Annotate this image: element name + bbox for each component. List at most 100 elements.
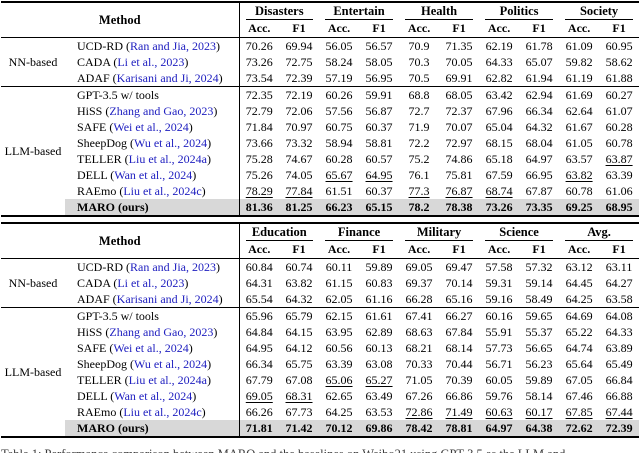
method-cell: RAEmo (Liu et al., 2024c) [65,183,240,199]
table-row: DELL (Wan et al., 2024) 69.05 68.31 62.65 63… [1,388,639,404]
citation-link[interactable]: Ran and Jia, 2023 [130,260,217,274]
citation-link[interactable]: Ran and Jia, 2023 [130,39,217,53]
value-cell: 60.11 [325,260,353,274]
citation-link[interactable]: Karisani and Ji, 2024 [116,292,219,306]
value-cell: 67.05 [565,373,593,387]
value-cell: 60.37 [365,184,393,198]
value-cell: 73.35 [519,199,560,216]
method-name: RAEmo [77,405,117,419]
value-cell: 56.23 [525,357,553,371]
citation-link[interactable]: Liu et al., 2024a [128,152,207,166]
header-row: Method Disasters Entertain Health Politics So… [1,2,639,38]
citation-link[interactable]: Wan et al., 2024 [114,389,193,403]
value-cell: 60.28 [605,120,633,134]
value-cell: 59.14 [525,276,553,290]
value-cell: 62.15 [319,307,360,324]
method-name: TELLER [77,373,122,387]
metric-column-header: F1 [279,20,320,38]
value-cell: 71.84 [245,120,273,134]
table-row: SheepDog (Wu et al., 2024) 66.34 65.75 63.3… [1,356,639,372]
value-cell: 58.14 [525,389,553,403]
citation-link[interactable]: Wu et al., 2024 [134,136,208,150]
value-cell: 67.59 [485,168,513,182]
value-cell: 66.88 [605,389,633,403]
subheader-row: Acc. F1 Acc. F1 Acc. F1 Acc. F1 Acc. F1 [1,20,640,38]
underlined-value: 72.86 [405,405,433,419]
table-row: SAFE (Wei et al., 2024) 71.84 70.97 60.75 60… [1,119,639,135]
domain-column-header: Society [559,2,639,20]
value-cell: 77.3 [399,183,439,199]
value-cell: 56.87 [365,104,393,118]
value-cell: 68.04 [525,136,553,150]
value-cell: 60.37 [365,120,393,134]
group-label: NN-based [8,276,58,290]
method-cell: CADA (Li et al., 2023) [65,54,240,70]
value-cell: 68.14 [445,341,473,355]
citation-link[interactable]: Liu et al., 2024a [128,373,207,387]
method-name: UCD-RD [77,39,124,53]
metric-column-header: Acc. [319,20,360,38]
value-cell: 64.08 [599,307,640,324]
value-cell: 65.04 [485,120,513,134]
value-cell: 61.19 [565,71,593,85]
citation-link[interactable]: Liu et al., 2024c [123,184,202,198]
underlined-value: 65.06 [325,373,353,387]
metric-column-header: Acc. [559,20,600,38]
citation-link[interactable]: Karisani and Ji, 2024 [116,71,219,85]
value-cell: 59.31 [485,276,513,290]
value-cell: 64.84 [245,325,273,339]
value-cell: 69.47 [445,260,473,274]
table-row: MARO (ours) 81.36 81.25 66.23 65.15 78.2 78.38… [1,199,640,216]
value-cell: 64.33 [485,55,513,69]
value-cell: 64.45 [565,276,593,290]
value-cell: 64.97 [479,420,520,437]
method-name: MARO (ours) [77,421,149,435]
value-cell: 60.78 [565,184,593,198]
citation-link[interactable]: Zhang and Gao, 2023 [109,325,214,339]
value-cell: 65.06 [319,372,359,388]
table-row: SAFE (Wei et al., 2024) 64.95 64.12 60.56 60… [1,340,639,356]
metric-column-header: Acc. [479,20,520,38]
domain-column-header: Education [239,223,319,241]
value-cell: 67.08 [285,373,313,387]
value-cell: 72.39 [599,420,640,437]
value-cell: 59.89 [525,373,553,387]
value-cell: 61.15 [325,276,353,290]
value-cell: 59.65 [519,307,560,324]
citation-link[interactable]: Li et al., 2023 [117,55,185,69]
value-cell: 67.85 [559,404,599,420]
value-cell: 58.24 [325,55,353,69]
citation-link[interactable]: Wan et al., 2024 [114,168,193,182]
value-cell: 69.86 [359,420,400,437]
value-cell: 60.57 [365,152,393,166]
method-name: ADAF [77,292,110,306]
value-cell: 60.75 [325,120,353,134]
value-cell: 70.26 [245,39,273,53]
citation-link[interactable]: Wu et al., 2024 [134,357,208,371]
value-cell: 66.34 [525,104,553,118]
value-cell: 64.38 [519,420,560,437]
value-cell: 64.15 [285,325,313,339]
citation-link[interactable]: Wei et al., 2024 [113,120,189,134]
value-cell: 78.29 [239,183,279,199]
value-cell: 60.56 [325,341,353,355]
value-cell: 69.05 [405,260,433,274]
value-cell: 60.95 [605,39,633,53]
metric-column-header: F1 [439,241,480,259]
value-cell: 62.82 [485,71,513,85]
value-cell: 68.21 [405,341,433,355]
method-column-header: Method [1,2,240,38]
value-cell: 65.96 [239,307,280,324]
subheader-row: Acc. F1 Acc. F1 Acc. F1 Acc. F1 Acc. F1 [1,241,640,259]
value-cell: 65.49 [605,357,633,371]
citation-link[interactable]: Li et al., 2023 [117,276,185,290]
citation-link[interactable]: Liu et al., 2024c [123,405,202,419]
metric-column-header: Acc. [479,241,520,259]
citation-link[interactable]: Zhang and Gao, 2023 [109,104,214,118]
metric-column-header: Acc. [239,241,280,259]
underlined-value: 76.87 [445,184,473,198]
value-cell: 57.56 [325,104,353,118]
citation-link[interactable]: Wei et al., 2024 [113,341,189,355]
value-cell: 64.25 [325,405,353,419]
table-row: HiSS (Zhang and Gao, 2023) 72.79 72.06 57.5… [1,103,639,119]
